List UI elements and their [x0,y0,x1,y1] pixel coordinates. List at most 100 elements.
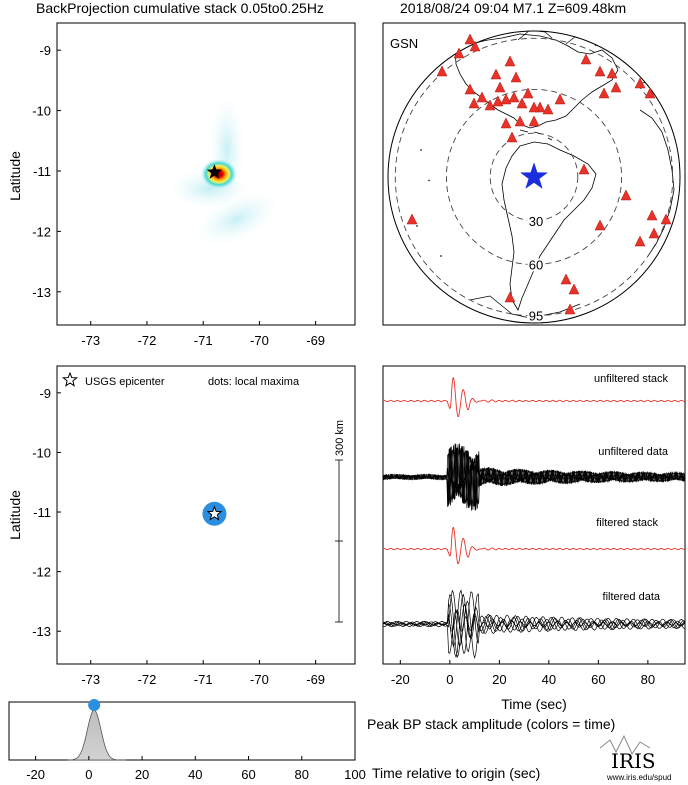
peak-xtick-label: -20 [26,767,45,782]
logo-url: www.iris.edu/spud [606,773,671,782]
station-triangle-icon [568,283,580,295]
station-triangle-icon [528,101,540,113]
station-triangle-icon [598,87,610,99]
station-triangle-icon [504,55,516,67]
distance-scale-bar: 300 km [334,420,346,623]
stack-peak [200,159,237,189]
unfiltered-data-trace [382,446,685,511]
peak-caption: Peak BP stack amplitude (colors = time) [367,716,615,732]
peak-xtick-label: 100 [344,767,366,782]
filtered-data-trace [382,589,686,648]
maxima-xtick-label: -69 [306,672,325,687]
ring-label: 95 [529,309,543,324]
station-triangle-icon [634,77,646,89]
stack-xtick-label: -71 [194,333,213,348]
unfiltered-stack-trace [382,377,686,418]
legend-dots-label: dots: local maxima [208,376,300,388]
station-triangle-icon [594,219,606,231]
maxima-ytick-label: -13 [32,624,51,639]
stack-frame [56,22,356,326]
station-triangle-icon [594,65,606,77]
network-label: GSN [390,36,418,51]
filtered-stack-trace [382,526,685,564]
distance-ring [394,37,674,317]
station-triangle-icon [492,95,504,107]
traces-xtick-label: 20 [492,672,506,687]
stack-ytick-label: -13 [32,285,51,300]
unfiltered-data-trace [382,444,685,511]
station-triangle-icon [506,131,518,143]
ring-label: 60 [529,258,543,273]
unfiltered-data-trace [382,443,685,509]
scale-label: 300 km [334,420,346,456]
station-triangle-icon [469,40,481,52]
station-triangle-icon [464,33,476,45]
maxima-ytick-label: -9 [39,386,51,401]
station-triangle-icon [564,303,576,315]
epicenter-star-icon [519,162,549,189]
peak-amplitude-panel: -20 0 20 40 60 80 100 Peak BP stack amplitude … [8,699,615,782]
trace-lines [382,377,686,660]
traces-xlabel: Time (sec) [501,696,567,712]
logo-text: IRIS [611,749,656,773]
station-triangle-icon [646,209,658,221]
distance-ring [489,132,579,222]
peak-xtick-label: 80 [295,767,309,782]
stack-ytick-label: -9 [39,43,51,58]
label-unfiltered-data: unfiltered data [598,446,669,458]
station-triangle-icon [648,227,660,239]
unfiltered-data-trace [382,443,685,510]
station-triangle-icon [516,97,528,109]
stack-xtick-label: -72 [138,333,157,348]
traces-xtick-label: 0 [446,672,453,687]
station-triangle-icon [610,81,622,93]
peak-amplitude-area [67,709,127,761]
peak-xtick-label: 20 [135,767,149,782]
maxima-epicenter-star-icon [206,505,223,521]
stack-ylabel: Latitude [7,151,23,201]
station-triangle-icon [560,273,572,285]
maxima-xtick-label: -72 [138,672,157,687]
stack-epicenter-star-icon [206,164,222,179]
stack-xtick-label: -70 [250,333,269,348]
traces-xtick-label: 60 [591,672,605,687]
station-markers [406,33,672,315]
station-triangle-icon [554,93,566,105]
distance-ring [445,88,623,266]
peak-frame [8,701,356,761]
station-triangle-icon [578,163,590,175]
station-triangle-icon [494,81,506,93]
stack-heat-layer [168,94,279,247]
station-triangle-icon [468,97,480,109]
peak-time-marker [88,699,101,711]
label-filtered-data: filtered data [603,591,661,603]
filtered-data-trace [382,591,686,654]
station-triangle-icon [406,213,418,225]
peak-xtick-label: 0 [85,767,92,782]
peak-xlabel: Time relative to origin (sec) [372,765,540,781]
traces-xtick-label: 80 [641,672,655,687]
figure-title: BackProjection cumulative stack 0.05to0.… [36,0,324,16]
filtered-data-trace [382,593,686,659]
label-filtered-stack: filtered stack [596,517,658,529]
station-triangle-icon [528,115,540,127]
maxima-xtick-label: -73 [81,672,100,687]
station-triangle-icon [500,117,512,129]
station-triangle-icon [490,68,502,80]
maxima-ytick-label: -11 [33,505,51,520]
traces-xtick-label: -20 [391,672,410,687]
station-triangle-icon [606,67,618,79]
maxima-xtick-label: -71 [194,672,213,687]
ring-label: 30 [529,214,543,229]
station-triangle-icon [464,83,476,95]
station-triangle-icon [522,87,534,99]
peak-xtick-label: 40 [188,767,202,782]
local-maxima-panel: USGS epicenter dots: local maxima 300 km… [7,365,356,687]
map-horizon [387,30,681,324]
maxima-ytick-label: -12 [32,565,51,580]
station-triangle-icon [484,99,496,111]
station-triangle-icon [436,65,448,77]
map-frame [382,22,686,326]
stack-xtick-label: -69 [306,333,325,348]
